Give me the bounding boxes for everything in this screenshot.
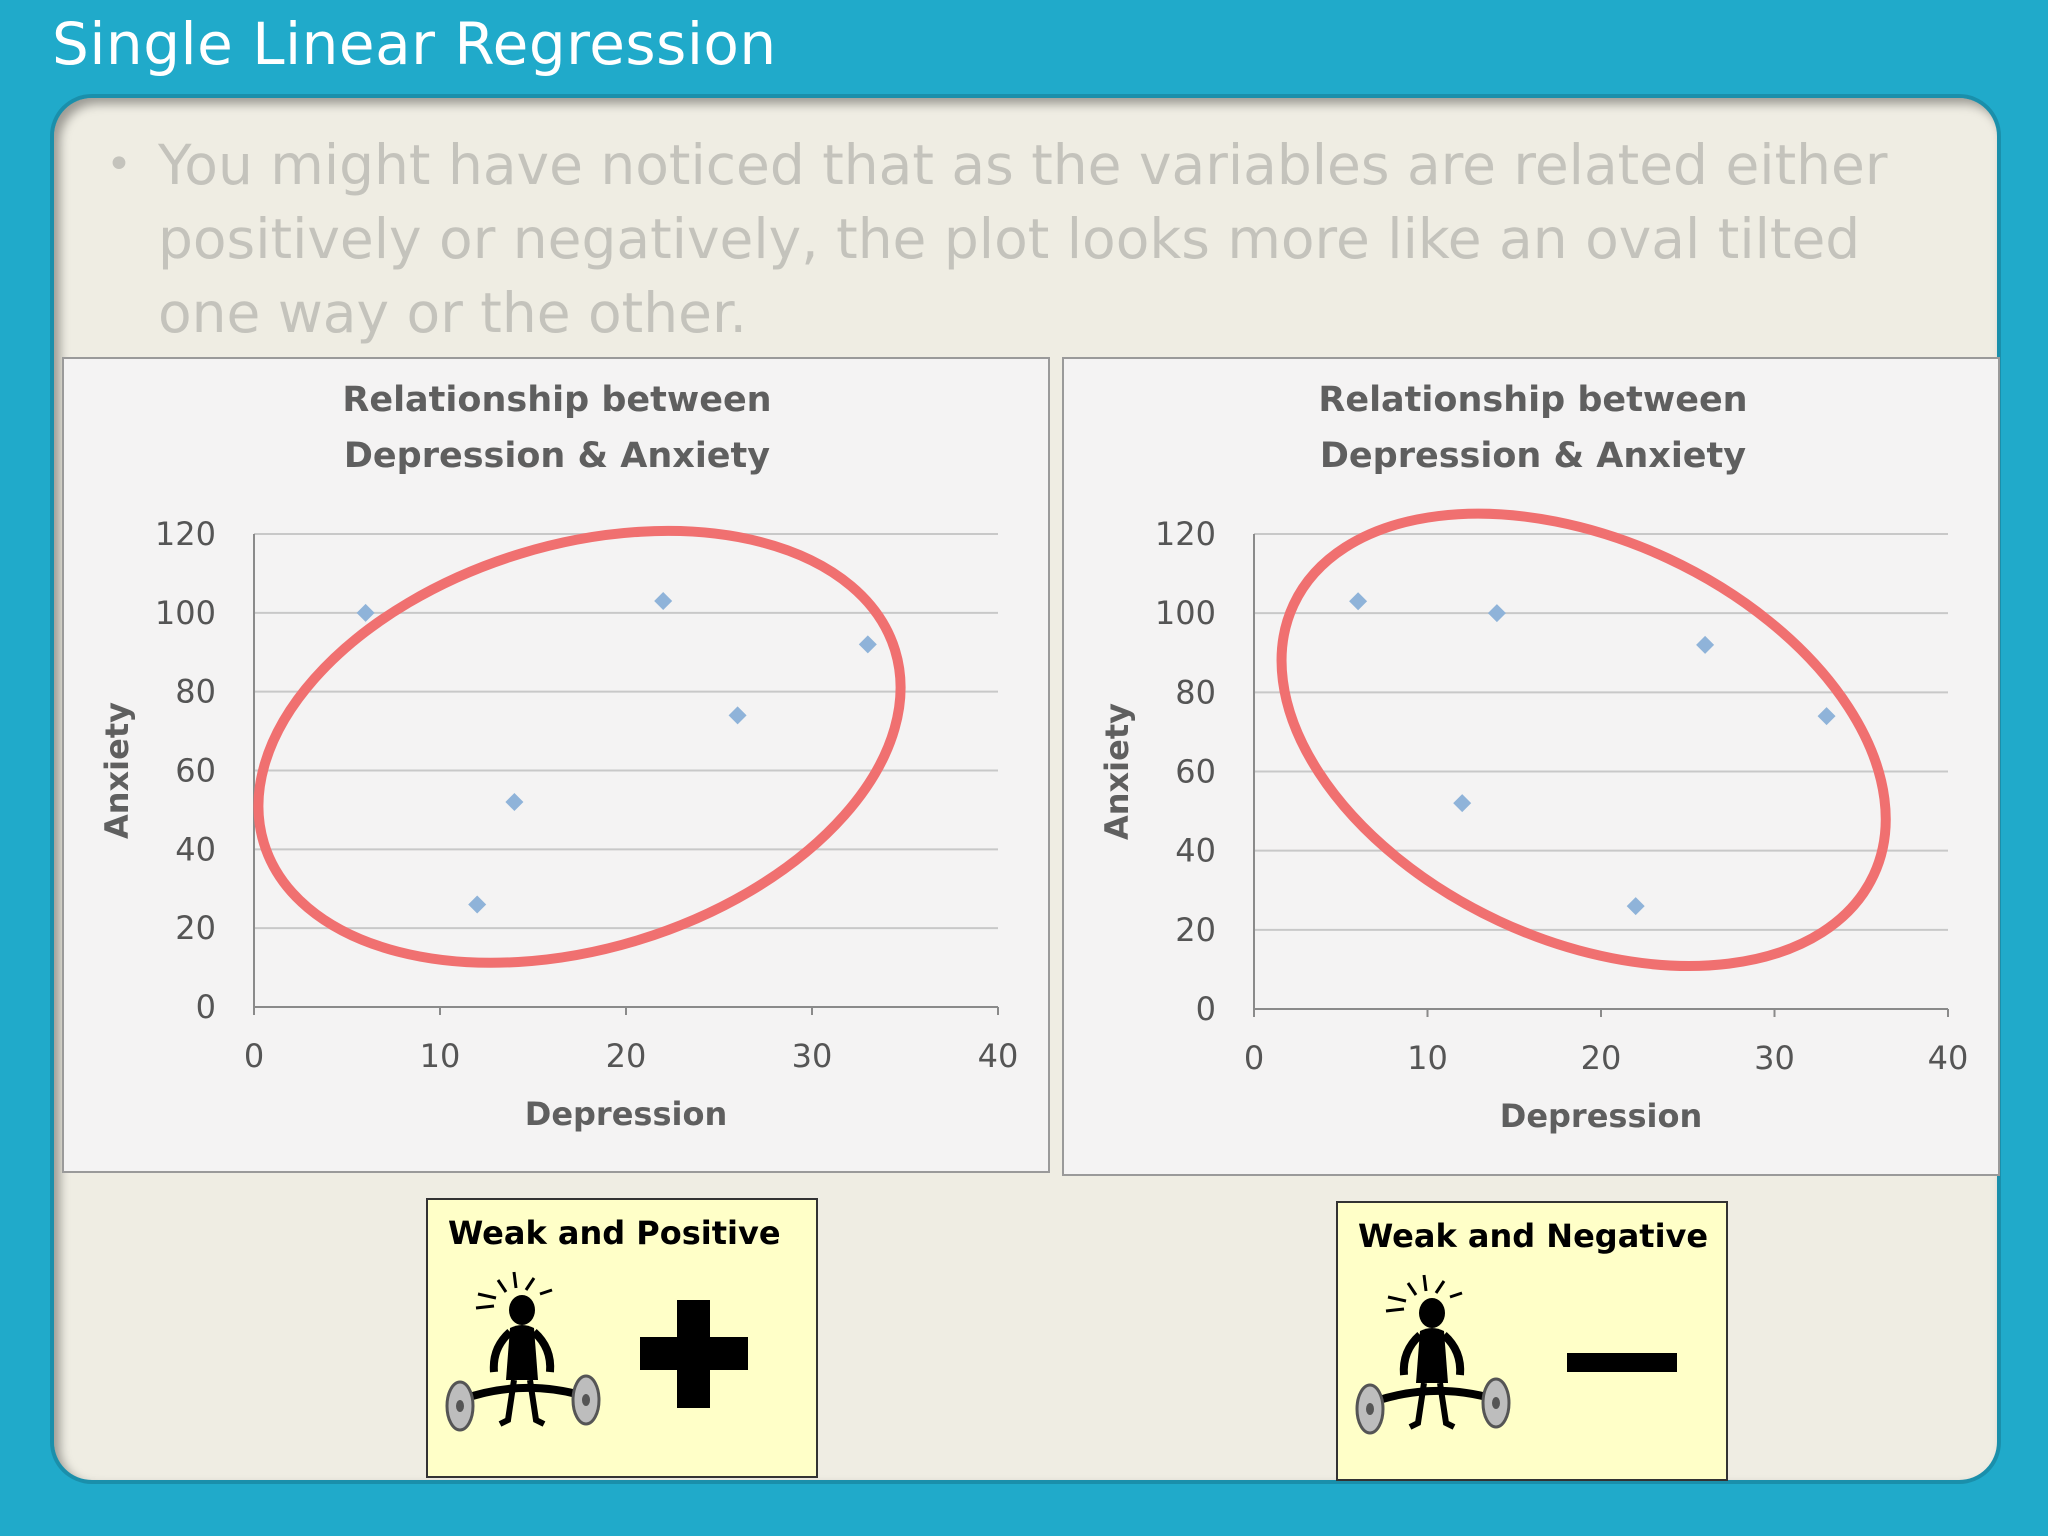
y-tick-label: 60 bbox=[175, 752, 216, 790]
chart-weak-positive: Relationship between Depression & Anxiety… bbox=[62, 357, 1050, 1173]
callout-art-positive bbox=[445, 1271, 748, 1432]
y-tick-label: 40 bbox=[1175, 832, 1216, 870]
plus-icon bbox=[640, 1300, 748, 1408]
y-tick-label: 60 bbox=[1175, 753, 1216, 791]
y-axis-label: Anxiety bbox=[1098, 703, 1136, 840]
y-axis-label: Anxiety bbox=[98, 702, 136, 839]
callout-label: Weak and Negative bbox=[1358, 1217, 1709, 1255]
scatter-plot-negative: Relationship between Depression & Anxiety… bbox=[1098, 380, 1969, 1135]
highlight-ellipse bbox=[253, 525, 906, 968]
chart-title-line1: Relationship between bbox=[342, 380, 771, 420]
y-tick-label: 0 bbox=[196, 988, 216, 1026]
y-tick-label: 120 bbox=[155, 515, 216, 553]
y-tick-label: 20 bbox=[1175, 911, 1216, 949]
data-point bbox=[468, 895, 487, 914]
chart-title-line2: Depression & Anxiety bbox=[344, 436, 770, 476]
x-tick-label: 20 bbox=[606, 1037, 647, 1075]
chart-title-line2: Depression & Anxiety bbox=[1320, 436, 1746, 476]
y-tick-label: 0 bbox=[1196, 990, 1216, 1028]
data-point bbox=[1453, 794, 1472, 813]
y-tick-label: 80 bbox=[1175, 673, 1216, 711]
y-tick-label: 40 bbox=[175, 830, 216, 868]
bullet-item: • You might have noticed that as the var… bbox=[106, 128, 1918, 350]
y-tick-label: 100 bbox=[1155, 594, 1216, 632]
y-tick-label: 100 bbox=[155, 594, 216, 632]
x-tick-label: 40 bbox=[978, 1037, 1019, 1075]
data-point bbox=[858, 635, 877, 654]
chart-title-line1: Relationship between bbox=[1318, 380, 1747, 420]
weightlifter-icon bbox=[445, 1271, 601, 1432]
highlight-ellipse bbox=[1276, 508, 1891, 971]
weightlifter-icon bbox=[1355, 1274, 1511, 1435]
x-tick-label: 0 bbox=[244, 1037, 264, 1075]
x-tick-label: 30 bbox=[1754, 1039, 1795, 1077]
y-tick-label: 80 bbox=[175, 673, 216, 711]
callout-weak-positive: Weak and Positive bbox=[426, 1198, 818, 1478]
data-point bbox=[356, 603, 375, 622]
callout-weak-negative: Weak and Negative bbox=[1336, 1201, 1728, 1481]
bullet-dot-icon: • bbox=[106, 139, 132, 190]
scatter-plot-positive: Relationship between Depression & Anxiety… bbox=[98, 380, 1019, 1133]
data-point bbox=[1817, 707, 1836, 726]
x-tick-label: 0 bbox=[1244, 1039, 1264, 1077]
callout-art-negative bbox=[1355, 1274, 1677, 1435]
y-tick-label: 120 bbox=[1155, 515, 1216, 553]
x-axis-label: Depression bbox=[525, 1095, 727, 1133]
chart-weak-negative: Relationship between Depression & Anxiety… bbox=[1062, 357, 2000, 1176]
data-point bbox=[505, 793, 524, 812]
y-tick-label: 20 bbox=[175, 909, 216, 947]
data-point bbox=[1349, 592, 1368, 611]
x-tick-label: 10 bbox=[420, 1037, 461, 1075]
data-point bbox=[654, 592, 673, 611]
data-point bbox=[1626, 897, 1645, 916]
slide-title: Single Linear Regression bbox=[52, 10, 777, 78]
x-tick-label: 10 bbox=[1407, 1039, 1448, 1077]
x-axis-label: Depression bbox=[1500, 1097, 1702, 1135]
bullet-text: You might have noticed that as the varia… bbox=[158, 133, 1888, 345]
data-point bbox=[1487, 604, 1506, 623]
data-point bbox=[728, 706, 747, 725]
minus-icon bbox=[1567, 1353, 1677, 1372]
x-tick-label: 30 bbox=[792, 1037, 833, 1075]
x-tick-label: 20 bbox=[1581, 1039, 1622, 1077]
callout-label: Weak and Positive bbox=[448, 1214, 781, 1252]
x-tick-label: 40 bbox=[1928, 1039, 1969, 1077]
data-point bbox=[1696, 635, 1715, 654]
